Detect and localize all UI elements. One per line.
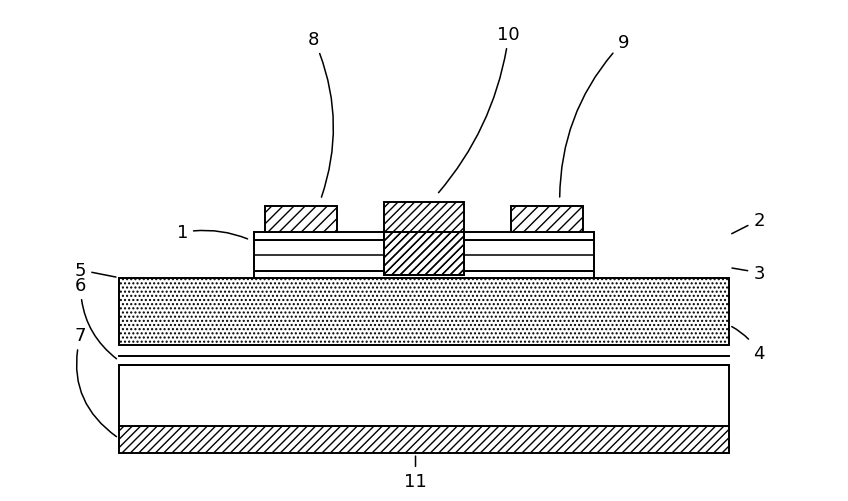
Bar bbox=[511, 207, 583, 233]
Text: 3: 3 bbox=[732, 264, 765, 282]
Text: 7: 7 bbox=[75, 327, 116, 437]
Text: 11: 11 bbox=[404, 456, 427, 490]
Text: 9: 9 bbox=[560, 34, 629, 197]
Bar bbox=[511, 207, 583, 233]
Bar bbox=[254, 272, 594, 278]
Bar bbox=[383, 233, 465, 276]
Bar bbox=[383, 233, 465, 276]
Bar bbox=[383, 233, 465, 276]
Bar bbox=[254, 240, 594, 272]
Bar bbox=[383, 203, 465, 233]
Bar bbox=[265, 207, 337, 233]
Text: 8: 8 bbox=[308, 31, 333, 198]
Bar bbox=[254, 233, 594, 240]
Bar bbox=[383, 233, 465, 276]
Bar bbox=[265, 207, 337, 233]
Text: 10: 10 bbox=[438, 26, 520, 193]
Text: 5: 5 bbox=[75, 262, 116, 280]
Bar bbox=[119, 426, 729, 453]
Bar bbox=[119, 426, 729, 453]
Bar bbox=[383, 233, 465, 276]
Text: 4: 4 bbox=[732, 327, 765, 362]
Text: 1: 1 bbox=[176, 224, 248, 242]
Bar bbox=[383, 203, 465, 233]
Bar bbox=[119, 278, 729, 346]
Text: 6: 6 bbox=[75, 277, 116, 359]
Bar bbox=[119, 278, 729, 346]
Bar bbox=[119, 366, 729, 426]
Bar bbox=[119, 346, 729, 357]
Text: 2: 2 bbox=[732, 211, 765, 234]
